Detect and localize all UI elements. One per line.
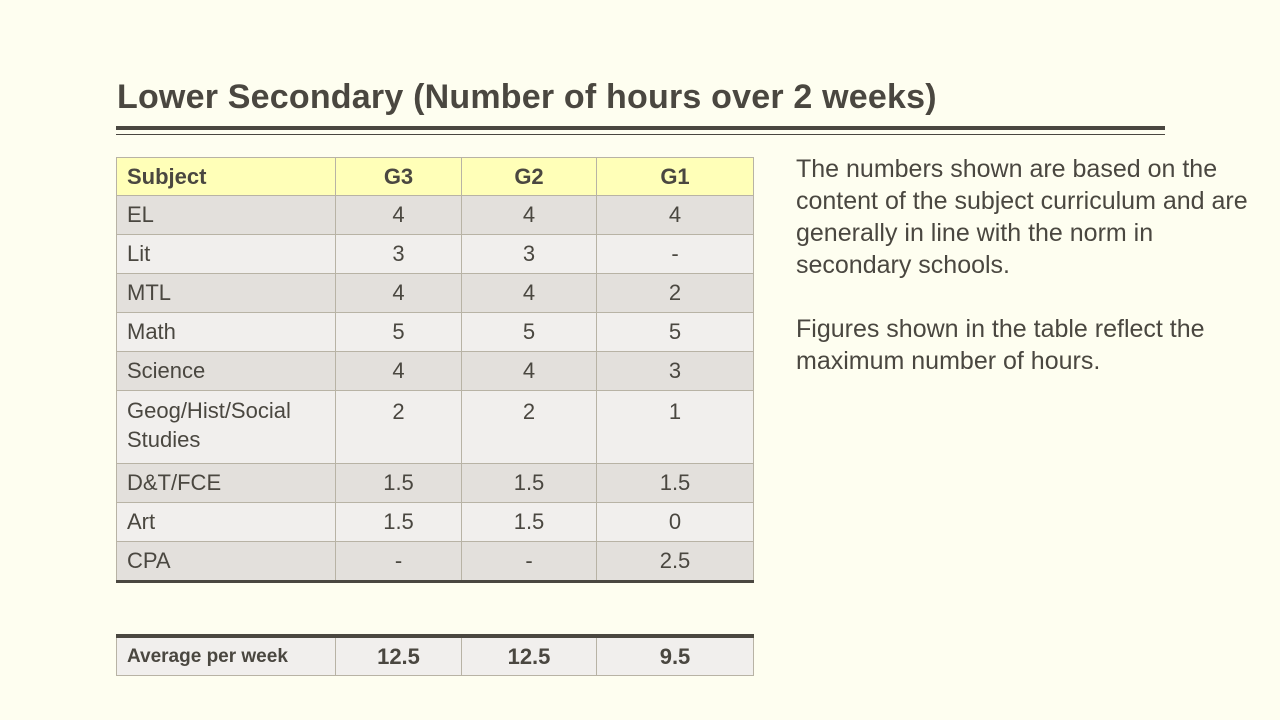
hours-cell: 1.5	[335, 502, 462, 542]
subject-cell: EL	[116, 195, 336, 235]
average-value-g3: 12.5	[335, 635, 462, 676]
subject-cell: MTL	[116, 273, 336, 313]
hours-cell: 5	[461, 312, 597, 352]
title-divider-thick	[116, 126, 1165, 130]
hours-cell: 0	[596, 502, 754, 542]
average-table: Average per week 12.5 12.5 9.5	[116, 634, 754, 676]
notes-text-box: The numbers shown are based on the conte…	[796, 153, 1256, 409]
table-row: Geog/Hist/Social Studies 2 2 1	[116, 390, 754, 464]
hours-cell: -	[461, 541, 597, 582]
note-paragraph-curriculum: The numbers shown are based on the conte…	[796, 155, 1248, 279]
hours-cell: 4	[335, 273, 462, 313]
hours-cell: 1.5	[461, 463, 597, 503]
hours-cell: 5	[596, 312, 754, 352]
table-row: Science 4 4 3	[116, 351, 754, 391]
subject-cell: D&T/FCE	[116, 463, 336, 503]
subject-cell: Geog/Hist/Social Studies	[116, 390, 336, 464]
hours-cell: -	[596, 234, 754, 274]
hours-cell: 2.5	[596, 541, 754, 582]
hours-cell: 1.5	[596, 463, 754, 503]
header-subject: Subject	[116, 157, 336, 196]
hours-cell: 3	[335, 234, 462, 274]
hours-cell: 4	[461, 195, 597, 235]
hours-cell: 3	[596, 351, 754, 391]
table-row: Lit 3 3 -	[116, 234, 754, 274]
header-g3: G3	[335, 157, 462, 196]
subject-cell: Art	[116, 502, 336, 542]
hours-cell: 4	[461, 351, 597, 391]
table-row: Math 5 5 5	[116, 312, 754, 352]
hours-cell: -	[335, 541, 462, 582]
average-value-g1: 9.5	[596, 635, 754, 676]
subject-cell: Science	[116, 351, 336, 391]
hours-cell: 4	[335, 195, 462, 235]
header-g2: G2	[461, 157, 597, 196]
table-row: EL 4 4 4	[116, 195, 754, 235]
hours-cell: 4	[596, 195, 754, 235]
hours-cell: 2	[335, 390, 462, 464]
hours-cell: 2	[461, 390, 597, 464]
hours-cell: 2	[596, 273, 754, 313]
hours-cell: 1.5	[335, 463, 462, 503]
hours-table: Subject G3 G2 G1 EL 4 4 4 Lit 3 3 - MTL …	[116, 157, 754, 583]
hours-cell: 1.5	[461, 502, 597, 542]
table-row: MTL 4 4 2	[116, 273, 754, 313]
table-row: D&T/FCE 1.5 1.5 1.5	[116, 463, 754, 503]
title-divider-thin	[116, 134, 1165, 135]
average-value-g2: 12.5	[461, 635, 597, 676]
table-header-row: Subject G3 G2 G1	[116, 157, 754, 196]
hours-cell: 4	[461, 273, 597, 313]
table-row: CPA - - 2.5	[116, 541, 754, 582]
subject-cell: Lit	[116, 234, 336, 274]
hours-cell: 4	[335, 351, 462, 391]
subject-cell: CPA	[116, 541, 336, 582]
hours-cell: 5	[335, 312, 462, 352]
slide-title: Lower Secondary (Number of hours over 2 …	[117, 78, 937, 116]
note-paragraph-maximum: Figures shown in the table reflect the m…	[796, 315, 1205, 375]
average-row: Average per week 12.5 12.5 9.5	[116, 635, 754, 676]
hours-cell: 3	[461, 234, 597, 274]
subject-cell: Math	[116, 312, 336, 352]
header-g1: G1	[596, 157, 754, 196]
table-row: Art 1.5 1.5 0	[116, 502, 754, 542]
average-label: Average per week	[116, 635, 336, 676]
hours-cell: 1	[596, 390, 754, 464]
